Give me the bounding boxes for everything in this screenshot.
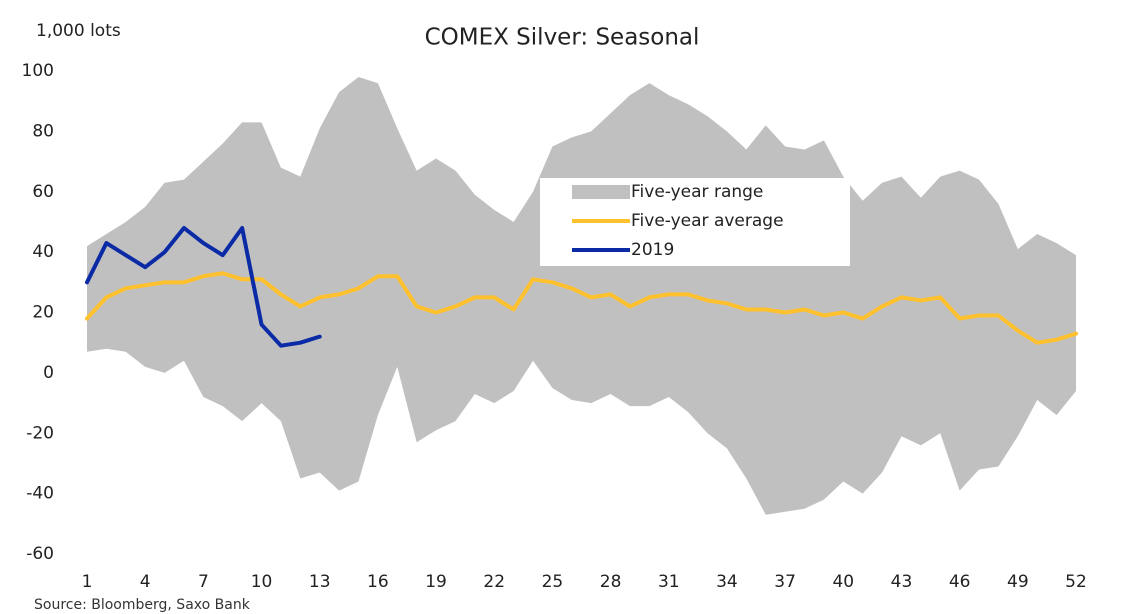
x-tick-label: 31 (658, 572, 680, 592)
x-tick-label: 4 (140, 572, 151, 592)
legend-swatch (572, 185, 630, 199)
y-tick-label: 20 (32, 303, 54, 323)
x-tick-label: 43 (891, 572, 913, 592)
x-tick-label: 13 (309, 572, 331, 592)
x-tick-label: 7 (198, 572, 209, 592)
x-tick-label: 10 (251, 572, 273, 592)
y-tick-label: -40 (26, 484, 54, 504)
x-tick-label: 37 (774, 572, 796, 592)
x-tick-label: 19 (425, 572, 447, 592)
y-tick-label: 40 (32, 242, 54, 262)
range-area (87, 77, 1076, 515)
x-tick-label: 34 (716, 572, 738, 592)
chart-title: COMEX Silver: Seasonal (425, 25, 700, 51)
x-tick-label: 40 (832, 572, 854, 592)
x-tick-label: 22 (483, 572, 505, 592)
legend-label: 2019 (631, 240, 674, 260)
y-tick-label: -60 (26, 544, 54, 564)
x-tick-label: 1 (82, 572, 93, 592)
legend-label: Five-year range (631, 182, 763, 202)
y-axis-label: 1,000 lots (36, 21, 121, 41)
y-tick-label: 0 (43, 363, 54, 383)
x-tick-label: 16 (367, 572, 389, 592)
y-tick-label: 60 (32, 182, 54, 202)
x-tick-label: 46 (949, 572, 971, 592)
series-line (85, 225, 322, 348)
y-tick-label: 80 (32, 121, 54, 141)
y-tick-label: -20 (26, 423, 54, 443)
plot (85, 77, 1078, 515)
y-tick-label: 100 (22, 61, 54, 81)
legend-label: Five-year average (631, 211, 784, 231)
x-tick-label: 52 (1065, 572, 1087, 592)
x-tick-label: 25 (542, 572, 564, 592)
x-tick-label: 49 (1007, 572, 1029, 592)
x-tick-label: 28 (600, 572, 622, 592)
source-note: Source: Bloomberg, Saxo Bank (34, 597, 251, 613)
